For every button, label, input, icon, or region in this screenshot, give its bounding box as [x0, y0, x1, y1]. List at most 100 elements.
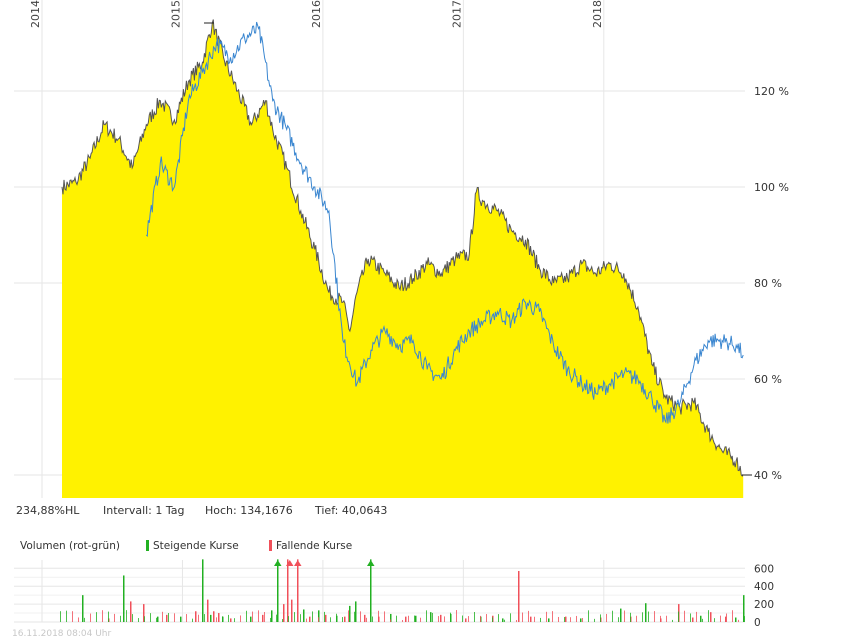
volume-bar — [150, 613, 151, 622]
volume-bar — [294, 612, 295, 622]
volume-bar — [213, 611, 215, 622]
volume-bar — [72, 611, 73, 622]
y-tick-label: 120 % — [754, 85, 789, 98]
legend-up-label: Steigende Kurse — [153, 540, 239, 552]
volume-bar — [230, 618, 232, 622]
volume-bar — [744, 616, 745, 622]
volume-bar — [738, 619, 739, 622]
volume-bar — [344, 616, 346, 622]
volume-bar — [690, 613, 691, 622]
volume-bar — [468, 616, 469, 622]
volume-bar — [354, 611, 355, 622]
volume-bar — [720, 615, 721, 622]
volume-bar — [474, 612, 475, 622]
volume-bar — [576, 615, 577, 622]
volume-bar — [456, 610, 457, 622]
volume-bar — [276, 614, 277, 622]
volume-bar — [114, 613, 115, 622]
blue-series-line — [145, 21, 744, 424]
volume-bar — [204, 614, 205, 622]
volume-bar — [594, 618, 595, 622]
volume-bar — [210, 614, 212, 622]
volume-bar — [207, 599, 209, 622]
volume-bar — [303, 609, 305, 622]
overflow-arrow — [367, 560, 375, 566]
volume-bar — [288, 616, 289, 622]
volume-bars — [60, 559, 745, 622]
volume-grid — [14, 560, 745, 623]
volume-bar — [143, 604, 145, 622]
range-label: 234,88%HL — [16, 504, 80, 517]
y-tick-label: 80 % — [754, 277, 782, 290]
volume-bar — [300, 614, 301, 622]
volume-bar — [90, 613, 91, 622]
volume-bar — [528, 610, 529, 622]
volume-bar — [546, 611, 547, 622]
volume-bar — [580, 618, 582, 622]
volume-bar — [384, 611, 385, 622]
y-tick-label: 60 % — [754, 373, 782, 386]
volume-bar — [277, 559, 279, 622]
volume-bar — [692, 617, 694, 622]
volume-bar — [654, 611, 655, 622]
volume-bar — [234, 618, 235, 622]
volume-bar — [287, 559, 289, 622]
volume-bar — [78, 617, 79, 622]
volume-bar — [330, 617, 331, 622]
volume-bar — [355, 601, 357, 622]
volume-bar — [735, 617, 737, 622]
volume-bar — [222, 616, 223, 622]
volume-bar — [174, 613, 175, 622]
volume-bar — [336, 613, 337, 622]
year-label: 2017 — [450, 0, 463, 28]
volume-bar — [168, 613, 169, 622]
volume-bar — [360, 611, 361, 622]
volume-bar — [372, 616, 373, 622]
volume-bar — [157, 616, 159, 622]
volume-bar — [415, 615, 417, 622]
volume-bar — [666, 615, 667, 622]
volume-bar — [642, 612, 643, 622]
volume-bar — [620, 608, 622, 622]
volume-bar — [510, 613, 511, 622]
yellow-series-line — [61, 19, 744, 477]
volume-bar — [198, 614, 199, 622]
overflow-arrow — [286, 560, 294, 566]
year-label: 2018 — [591, 0, 604, 28]
volume-bar — [426, 610, 427, 622]
volume-bar — [390, 619, 391, 622]
volume-bar — [349, 605, 351, 622]
volume-bar — [66, 610, 67, 622]
volume-bar — [366, 617, 367, 622]
legend-down-label: Fallende Kurse — [276, 540, 352, 552]
volume-title: Volumen (rot-grün) — [20, 540, 120, 552]
volume-bar — [228, 614, 229, 622]
volume-bar — [364, 614, 366, 622]
volume-bar — [440, 614, 442, 622]
volume-bar — [588, 610, 589, 622]
volume-bar — [186, 614, 187, 622]
year-label: 2016 — [310, 0, 323, 28]
volume-bar — [492, 617, 493, 622]
volume-bar — [282, 619, 283, 622]
volume-y-tick: 0 — [754, 617, 761, 629]
volume-bar — [660, 615, 661, 622]
volume-bar — [405, 616, 407, 622]
volume-bar — [108, 611, 109, 622]
volume-bar — [444, 616, 445, 622]
volume-bar — [702, 618, 703, 622]
volume-bar — [732, 610, 733, 622]
volume-bar — [396, 615, 397, 622]
volume-bar — [202, 559, 204, 622]
volume-bar — [120, 615, 121, 622]
volume-bar — [540, 617, 541, 622]
volume-bar — [312, 611, 313, 622]
year-label: 2014 — [29, 0, 42, 28]
volume-bar — [216, 617, 217, 622]
volume-bar — [672, 619, 673, 622]
volume-bar — [271, 610, 273, 622]
volume-bar — [516, 619, 517, 622]
volume-bar — [84, 617, 85, 622]
volume-bar — [552, 611, 553, 622]
volume-bar — [465, 618, 467, 622]
